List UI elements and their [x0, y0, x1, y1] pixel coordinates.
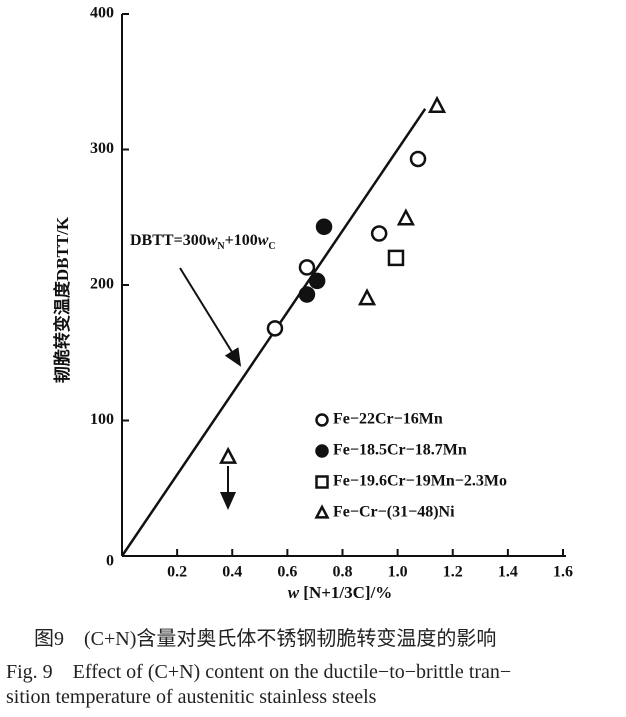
legend-label: Fe−Cr−(31−48)Ni [333, 504, 455, 521]
legend-label: Fe−19.6Cr−19Mn−2.3Mo [333, 473, 507, 490]
x-label-var: w [288, 583, 300, 602]
ann-sub: C [268, 241, 275, 252]
point [409, 150, 427, 168]
x-tick-label: 0.6 [277, 564, 297, 581]
point [266, 320, 284, 337]
point [308, 272, 326, 290]
caption-en: Fig. 9 Effect of (C+N) content on the du… [6, 661, 512, 683]
y-tick-label: 400 [90, 5, 114, 22]
annotation-arrow [179, 267, 242, 367]
x-tick-label: 1.4 [498, 564, 518, 581]
legend-label: Fe−18.5Cr−18.7Mn [333, 442, 467, 459]
point [298, 259, 316, 276]
legend-marker [314, 504, 330, 519]
x-axis-label: w [N+1/3C]/% [288, 583, 393, 602]
point [298, 286, 316, 303]
point [370, 225, 388, 242]
caption-en: sition temperature of austenitic stainle… [6, 686, 377, 708]
y-tick-label: 300 [90, 140, 114, 157]
point [357, 288, 377, 306]
y-tick-label: 200 [90, 276, 114, 293]
point [387, 249, 405, 267]
x-tick-label: 1.0 [388, 564, 408, 581]
annotation: DBTT=300wN+100wC [130, 232, 276, 252]
y-axis-label: 韧脆转变温度DBTT/K [52, 216, 72, 383]
ann-part: w [258, 232, 269, 249]
y-tick-label: 100 [90, 411, 114, 428]
chart: 韧脆转变温度DBTT/K w [N+1/3C]/% DBTT=300wN+100… [52, 5, 573, 602]
point [219, 446, 238, 464]
point [315, 218, 333, 235]
y-tick-label: 0 [106, 553, 114, 570]
legend-marker [315, 475, 329, 489]
x-label-text: [N+1/3C]/% [303, 583, 392, 602]
legend-label: Fe−22Cr−16Mn [333, 411, 443, 428]
legend-marker [315, 413, 329, 427]
point [396, 208, 415, 226]
x-tick-label: 1.2 [443, 564, 463, 581]
ann-sub: N [217, 241, 225, 252]
caption-cn: 图9 (C+N)含量对奥氏体不锈钢韧脆转变温度的影响 [34, 628, 497, 650]
legend-marker [315, 444, 329, 458]
x-tick-label: 0.8 [333, 564, 353, 581]
point [427, 95, 447, 113]
ann-part: +100 [225, 232, 258, 249]
x-tick-label: 1.6 [553, 564, 573, 581]
ann-part: w [207, 232, 218, 249]
ann-part: DBTT=300 [130, 232, 207, 249]
x-tick-label: 0.4 [222, 564, 242, 581]
x-tick-label: 0.2 [167, 564, 187, 581]
